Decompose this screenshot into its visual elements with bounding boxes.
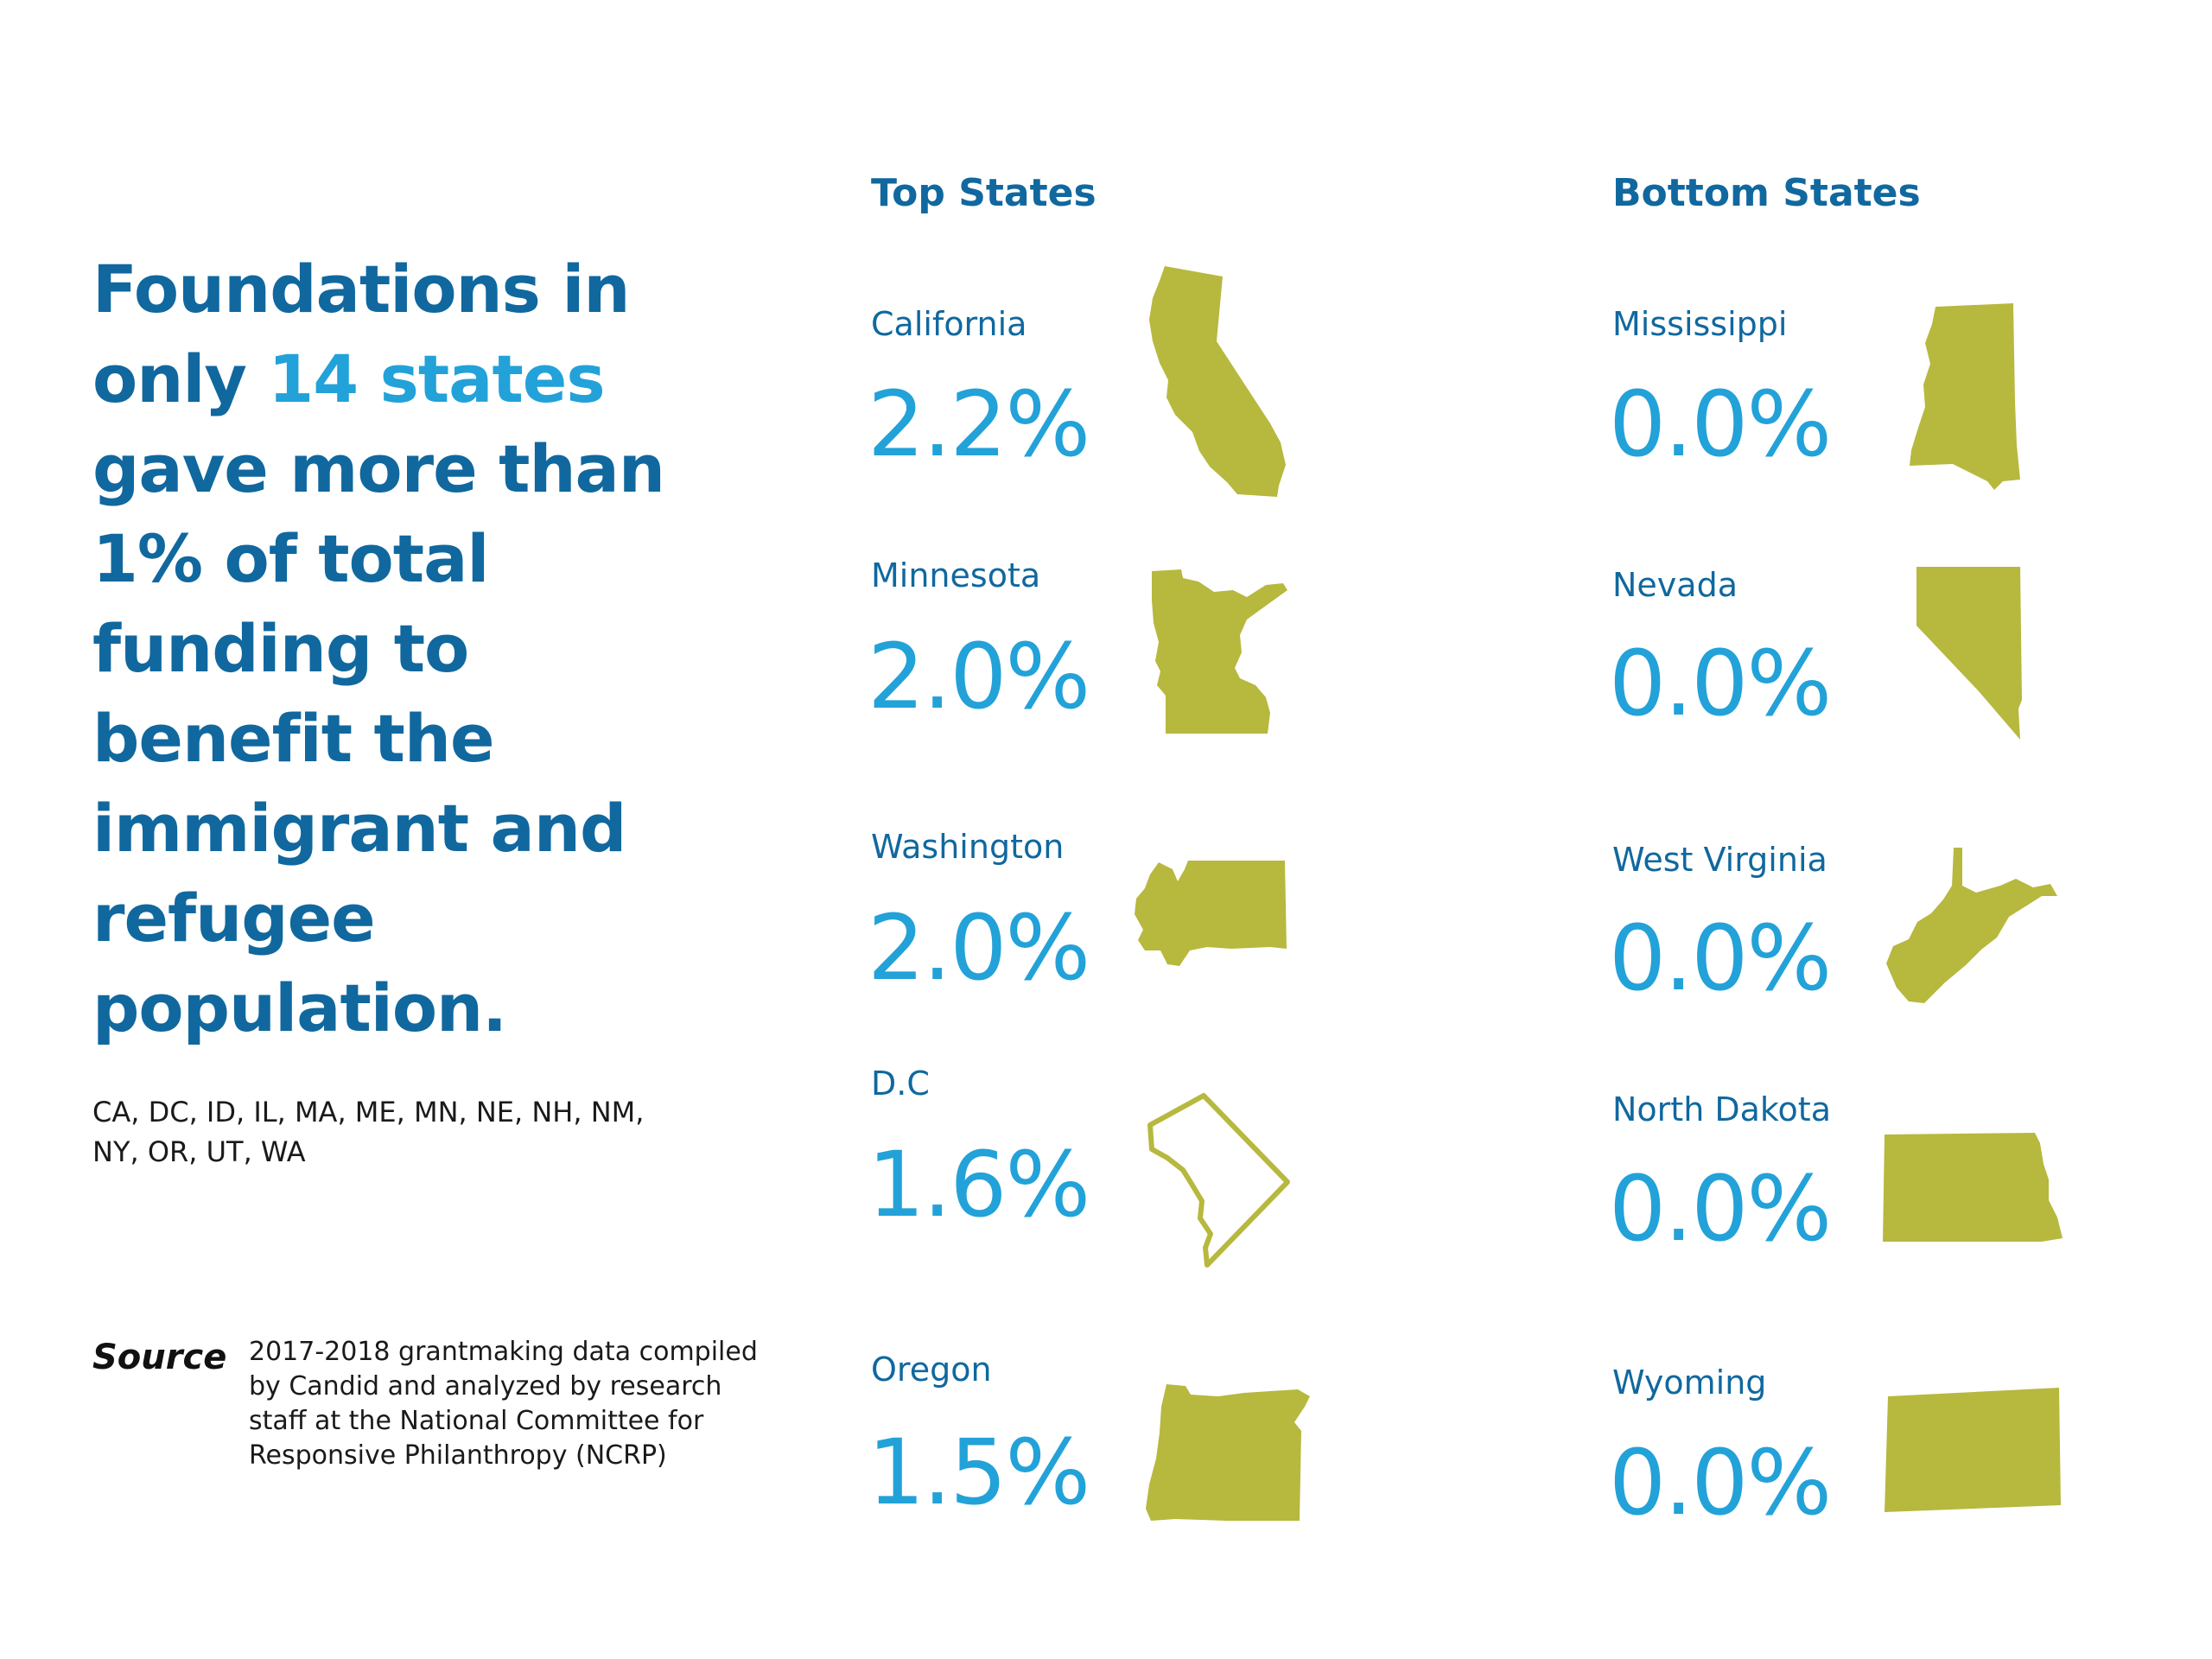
state-name-minnesota: Minnesota xyxy=(871,556,1041,594)
oregon-map-icon xyxy=(1146,1384,1310,1521)
source-label: Source xyxy=(92,1338,227,1377)
bottom-states-heading: Bottom States xyxy=(1612,171,1921,215)
state-value-dc: 1.6% xyxy=(868,1132,1090,1237)
state-name-mississippi: Mississippi xyxy=(1612,305,1788,343)
west-virginia-map-icon xyxy=(1886,848,2057,1003)
state-value-west-virginia: 0.0% xyxy=(1609,906,1832,1011)
dc-map-outline-icon xyxy=(1147,1093,1290,1268)
california-map-icon xyxy=(1149,266,1286,497)
state-name-california: California xyxy=(871,305,1027,343)
state-name-west-virginia: West Virginia xyxy=(1612,841,1827,879)
state-value-nevada: 0.0% xyxy=(1609,631,1832,736)
top-states-heading: Top States xyxy=(871,171,1096,215)
state-name-north-dakota: North Dakota xyxy=(1612,1090,1831,1128)
source-text: 2017-2018 grantmaking data compiled by C… xyxy=(249,1337,758,1471)
wyoming-map-icon xyxy=(1885,1388,2061,1512)
state-value-oregon: 1.5% xyxy=(868,1420,1090,1525)
headline-part-2: gave more than 1% of total funding to be… xyxy=(92,430,665,1046)
state-value-minnesota: 2.0% xyxy=(868,624,1090,729)
headline-highlight: 14 states xyxy=(268,340,605,417)
state-value-california: 2.2% xyxy=(868,372,1090,477)
state-name-oregon: Oregon xyxy=(871,1351,992,1389)
state-name-washington: Washington xyxy=(871,828,1065,866)
state-value-north-dakota: 0.0% xyxy=(1609,1156,1832,1262)
state-name-dc: D.C xyxy=(871,1065,930,1103)
headline-part-1: Foundations in only xyxy=(92,251,630,417)
minnesota-map-icon xyxy=(1152,569,1287,734)
state-abbreviation-list: CA, DC, ID, IL, MA, ME, MN, NE, NH, NM, … xyxy=(92,1096,645,1168)
state-name-wyoming: Wyoming xyxy=(1612,1363,1767,1402)
mississippi-map-icon xyxy=(1910,303,2020,490)
nevada-map-icon xyxy=(1916,567,2022,740)
state-value-washington: 2.0% xyxy=(868,895,1090,1001)
state-name-nevada: Nevada xyxy=(1612,566,1738,604)
state-value-wyoming: 0.0% xyxy=(1609,1430,1832,1535)
north-dakota-map-icon xyxy=(1883,1133,2063,1242)
headline: Foundations in only 14 states gave more … xyxy=(92,245,715,1053)
state-value-mississippi: 0.0% xyxy=(1609,372,1832,477)
washington-map-icon xyxy=(1135,861,1287,966)
